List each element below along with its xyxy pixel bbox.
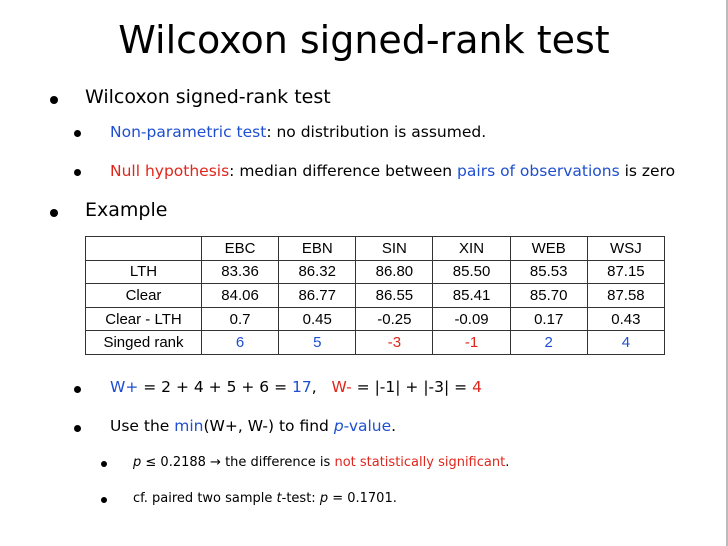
bullet-text: cf. paired two sample t-test: p = 0.1701… — [133, 491, 397, 506]
text: Use the — [110, 417, 175, 435]
row-label: LTH — [85, 259, 202, 285]
text: -test: — [281, 491, 320, 506]
header-cell: XIN — [432, 236, 511, 261]
text: t — [276, 491, 282, 506]
text: cf. paired two sample — [133, 491, 277, 506]
cell: 0.45 — [278, 306, 357, 332]
table-row: Clear 84.06 86.77 86.55 85.41 85.70 87.58 — [85, 283, 666, 308]
cell: 2 — [509, 330, 588, 355]
cell: 5 — [278, 330, 357, 355]
cell: -3 — [355, 330, 434, 355]
bullet — [74, 386, 81, 393]
cell: 83.36 — [200, 259, 280, 285]
cell: -0.25 — [355, 306, 434, 332]
text: . — [505, 455, 510, 470]
text: : no distribution is assumed. — [266, 123, 487, 141]
cell: 6 — [200, 330, 280, 355]
text: W- — [331, 378, 352, 396]
cell: 86.80 — [355, 259, 434, 285]
cell: 85.70 — [509, 283, 588, 308]
header-cell: EBN — [278, 236, 357, 261]
cell: 0.7 — [200, 306, 280, 332]
data-table: EBC EBN SIN XIN WEB WSJ LTH 83.36 86.32 86.80 85.… — [85, 236, 666, 355]
cell: 86.77 — [278, 283, 357, 308]
header-cell: WEB — [509, 236, 588, 261]
table-row: LTH 83.36 86.32 86.80 85.50 85.53 87.15 — [85, 259, 666, 285]
text: ≤ 0.2188 → the difference is — [141, 455, 335, 470]
text: p — [333, 417, 344, 435]
table-row: Singed rank 6 5 -3 -1 2 4 — [85, 330, 666, 355]
text: : median difference between — [229, 162, 458, 180]
bullet — [50, 96, 58, 104]
text: 4 — [472, 378, 482, 396]
cell: -0.09 — [432, 306, 511, 332]
bullet-text: Use the min(W+, W-) to find p-value. — [110, 417, 396, 435]
row-label: Clear — [85, 283, 202, 308]
text: p — [319, 491, 329, 506]
row-label: Clear - LTH — [85, 306, 202, 332]
cell: 85.41 — [432, 283, 511, 308]
cell: 86.32 — [278, 259, 357, 285]
text: Non-parametric test — [110, 123, 267, 141]
cell — [85, 236, 202, 261]
table-header: EBC EBN SIN XIN WEB WSJ — [85, 236, 666, 261]
text: Wilcoxon signed-rank test — [85, 86, 331, 108]
cell: 4 — [586, 330, 666, 355]
header-cell: SIN — [355, 236, 434, 261]
table-row: Clear - LTH 0.7 0.45 -0.25 -0.09 0.17 0.43 — [85, 306, 666, 332]
text: W+ — [110, 378, 139, 396]
bullet — [101, 461, 107, 467]
text: is zero — [619, 162, 676, 180]
bullet-text: Non-parametric test: no distribution is … — [110, 123, 486, 141]
cell: 0.17 — [509, 306, 588, 332]
text: = 0.1701. — [328, 491, 397, 506]
bullet-text: W+ = 2 + 4 + 5 + 6 = 17, W- = |-1| + |-3… — [110, 378, 482, 396]
header-cell: WSJ — [586, 236, 666, 261]
row-label: Singed rank — [85, 330, 202, 355]
bullet — [74, 130, 81, 137]
text: . — [391, 417, 397, 435]
bullet-text: p ≤ 0.2188 → the difference is not stati… — [133, 455, 509, 470]
cell: 84.06 — [200, 283, 280, 308]
cell: 87.15 — [586, 259, 666, 285]
cell: 85.53 — [509, 259, 588, 285]
text: Null hypothesis — [110, 162, 230, 180]
text: not statistically significant — [334, 455, 506, 470]
text: Example — [85, 199, 168, 221]
text: pairs of observations — [457, 162, 620, 180]
bullet — [50, 209, 58, 217]
slide-title: Wilcoxon signed-rank test — [118, 18, 610, 62]
text: = |-1| + |-3| = — [351, 378, 473, 396]
bullet-text: Example — [85, 199, 167, 221]
cell: 86.55 — [355, 283, 434, 308]
bullet — [74, 169, 81, 176]
bullet — [101, 497, 107, 503]
bullet — [74, 425, 81, 432]
text: (W+, W-) to find — [203, 417, 334, 435]
cell: 85.50 — [432, 259, 511, 285]
text: min — [174, 417, 204, 435]
text: 17 — [291, 378, 312, 396]
text: = 2 + 4 + 5 + 6 = — [138, 378, 292, 396]
cell: -1 — [432, 330, 511, 355]
text: -value — [343, 417, 392, 435]
cell: 0.43 — [586, 306, 666, 332]
bullet-text: Wilcoxon signed-rank test — [85, 86, 331, 108]
header-cell: EBC — [200, 236, 280, 261]
cell: 87.58 — [586, 283, 666, 308]
bullet-text: Null hypothesis: median difference betwe… — [110, 162, 675, 180]
text: , — [311, 378, 332, 396]
text: p — [133, 455, 142, 470]
